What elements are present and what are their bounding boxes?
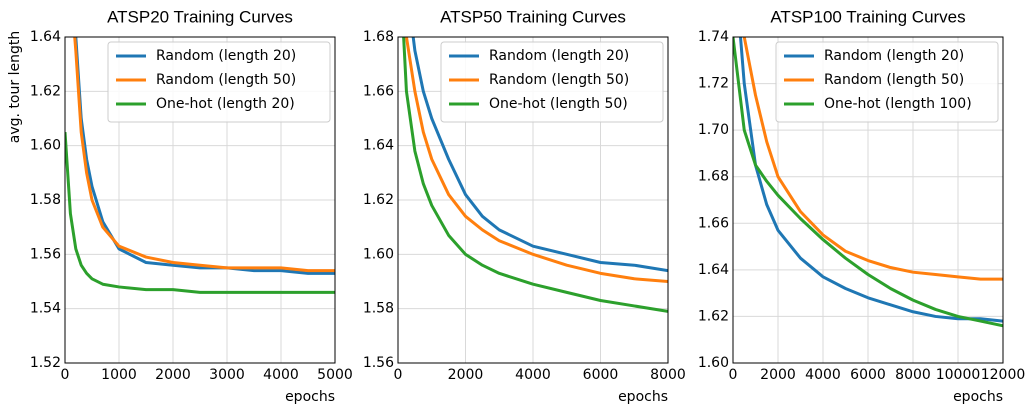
legend-label: Random (length 50)	[489, 72, 629, 88]
legend-label: Random (length 20)	[489, 48, 629, 64]
x-tick-label: 2000	[760, 367, 796, 383]
data-line	[65, 131, 335, 294]
y-tick-label: 1.56	[30, 246, 61, 262]
legend-box	[440, 41, 664, 123]
x-tick-label: 0	[394, 367, 403, 383]
x-tick-label: 2000	[448, 367, 484, 383]
y-tick-label: 1.62	[363, 192, 394, 208]
chart: ATSP20 Training Curves 1.52 1.54 1.56 1.58 1.…	[7, 7, 353, 405]
y-tick-label: 1.68	[363, 29, 394, 45]
legend-box	[107, 41, 331, 123]
y-tick-label: 1.58	[30, 192, 61, 208]
x-tick-label: 1000	[101, 367, 137, 383]
data-line	[733, 37, 1003, 328]
x-tick-label: 6000	[850, 367, 886, 383]
x-tick-label: 6000	[583, 367, 619, 383]
chart: ATSP100 Training Curves 1.60 1.62 1.64 1.66 1…	[698, 7, 1026, 405]
legend-label: Random (length 20)	[824, 48, 964, 64]
y-tick-label: 1.62	[30, 83, 61, 99]
legend-label: Random (length 20)	[156, 48, 296, 64]
legend-label: Random (length 50)	[156, 72, 296, 88]
y-tick-label: 1.72	[698, 76, 729, 92]
data-line	[738, 37, 1003, 323]
plot-frame	[732, 36, 1004, 364]
x-tick-label: 0	[61, 367, 70, 383]
y-tick-label: 1.64	[363, 138, 394, 154]
x-axis-label: epochs	[285, 389, 335, 405]
legend-label: Random (length 50)	[824, 72, 964, 88]
y-tick-label: 1.66	[698, 215, 729, 231]
y-tick-label: 1.64	[30, 29, 61, 45]
legend-label: One-hot (length 20)	[156, 96, 295, 112]
x-tick-label: 5000	[317, 367, 353, 383]
chart-title: ATSP50 Training Curves	[440, 7, 626, 26]
y-tick-label: 1.64	[698, 262, 729, 278]
plot-frame	[64, 36, 336, 364]
y-tick-label: 1.52	[30, 355, 61, 371]
data-line	[404, 37, 668, 283]
legend-box	[775, 41, 999, 123]
plot-frame	[397, 36, 669, 364]
y-tick-label: 1.60	[698, 355, 729, 371]
chart-title: ATSP20 Training Curves	[107, 7, 293, 26]
y-tick-label: 1.56	[363, 355, 394, 371]
data-line	[402, 37, 668, 313]
x-axis-label: epochs	[953, 389, 1003, 405]
x-tick-label: 4000	[805, 367, 841, 383]
y-tick-label: 1.58	[363, 301, 394, 317]
x-axis-label: epochs	[618, 389, 668, 405]
x-tick-label: 0	[729, 367, 738, 383]
y-tick-label: 1.60	[363, 246, 394, 262]
data-line	[742, 37, 1003, 281]
x-tick-label: 8000	[650, 367, 686, 383]
y-tick-label: 1.68	[698, 169, 729, 185]
legend-label: One-hot (length 50)	[489, 96, 628, 112]
y-tick-label: 1.74	[698, 29, 729, 45]
x-tick-label: 12000	[981, 367, 1026, 383]
x-tick-label: 10000	[936, 367, 981, 383]
x-tick-label: 4000	[515, 367, 551, 383]
y-tick-label: 1.70	[698, 122, 729, 138]
data-line	[411, 37, 668, 273]
y-axis-label: avg. tour length	[7, 31, 23, 143]
x-tick-label: 8000	[895, 367, 931, 383]
y-tick-label: 1.60	[30, 138, 61, 154]
x-tick-label: 3000	[209, 367, 245, 383]
chart-title: ATSP100 Training Curves	[770, 7, 965, 26]
y-tick-label: 1.66	[363, 83, 394, 99]
x-tick-label: 2000	[155, 367, 191, 383]
y-tick-label: 1.54	[30, 301, 61, 317]
y-tick-label: 1.62	[698, 308, 729, 324]
chart: ATSP50 Training Curves 1.56 1.58 1.60 1.62 1.…	[363, 7, 686, 405]
legend-label: One-hot (length 100)	[824, 96, 972, 112]
x-tick-label: 4000	[263, 367, 299, 383]
data-line	[73, 37, 335, 273]
